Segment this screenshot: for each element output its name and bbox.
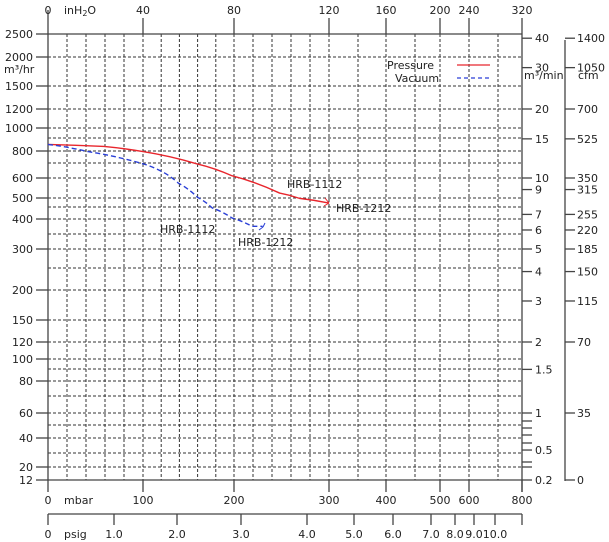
left-axis-tick-label: 100 xyxy=(12,353,33,366)
top-axis-tick-label: 160 xyxy=(376,4,397,17)
top-axis-tick-label: 40 xyxy=(136,4,150,17)
pressure-end-mark xyxy=(323,197,330,207)
m3min-axis-tick-label: 7 xyxy=(535,208,542,221)
m3min-axis-tick-label: 20 xyxy=(535,103,549,116)
left-axis-tick-label: 1000 xyxy=(5,122,33,135)
cfm-axis-tick-label: 700 xyxy=(577,103,598,116)
cfm-axis-tick-label: 70 xyxy=(577,336,591,349)
left-axis-tick-label: 1200 xyxy=(5,103,33,116)
top-axis-tick-label: 120 xyxy=(319,4,340,17)
cfm-axis-tick-label: 150 xyxy=(577,266,598,279)
psig-axis-unit-label: psig xyxy=(64,528,87,541)
cfm-axis-tick-label: 35 xyxy=(577,407,591,420)
cfm-axis-tick-label: 185 xyxy=(577,243,598,256)
m3min-axis-tick-label: 3 xyxy=(535,295,542,308)
top-axis-tick-label: 200 xyxy=(430,4,451,17)
mbar-axis-tick-label: 500 xyxy=(430,494,451,507)
psig-axis-tick-label: 9.0 xyxy=(465,528,483,541)
m3min-axis-tick-label: 0.5 xyxy=(535,444,553,457)
psig-axis-tick-label: 5.0 xyxy=(345,528,363,541)
top-axis-tick-label: 320 xyxy=(512,4,533,17)
left-axis-tick-label: 150 xyxy=(12,314,33,327)
annotation-vacuum-hrb-1112: HRB-1112 xyxy=(160,223,215,236)
psig-axis-tick-label: 3.0 xyxy=(232,528,250,541)
legend-label-pressure: Pressure xyxy=(387,59,434,72)
cfm-axis-tick-label: 220 xyxy=(577,224,598,237)
mbar-axis-tick-label: 300 xyxy=(319,494,340,507)
m3min-axis-tick-label: 10 xyxy=(535,172,549,185)
left-axis-tick-label: 2500 xyxy=(5,28,33,41)
top-axis-unit-label: inH2O xyxy=(64,4,96,18)
left-axis-unit-label: m³/hr xyxy=(4,63,35,76)
left-axis-tick-label: 400 xyxy=(12,213,33,226)
m3min-axis-tick-label: 1.5 xyxy=(535,363,553,376)
left-axis-tick-label: 120 xyxy=(12,336,33,349)
m3min-axis-tick-label: 9 xyxy=(535,184,542,197)
cfm-axis-tick-label: 115 xyxy=(577,295,598,308)
m3min-axis-tick-label: 2 xyxy=(535,336,542,349)
left-axis-tick-label: 60 xyxy=(19,407,33,420)
m3min-axis-tick-label: 5 xyxy=(535,243,542,256)
left-axis-tick-label: 12 xyxy=(19,474,33,487)
left-axis-tick-label: 300 xyxy=(12,243,33,256)
m3min-axis-tick-label: 40 xyxy=(535,32,549,45)
psig-axis-tick-label: 6.0 xyxy=(384,528,402,541)
mbar-axis-tick-label: 100 xyxy=(133,494,154,507)
legend-label-vacuum: Vacuum xyxy=(395,72,439,85)
series-line-vacuum xyxy=(47,143,263,227)
left-axis-tick-label: 500 xyxy=(12,192,33,205)
mbar-axis-tick-label: 800 xyxy=(512,494,533,507)
vacuum-end-mark xyxy=(258,222,266,231)
annotation-pressure-hrb-1112: HRB-1112 xyxy=(287,178,342,191)
cfm-axis-tick-label: 255 xyxy=(577,208,598,221)
mbar-axis-tick-label: 400 xyxy=(376,494,397,507)
psig-axis-tick-label: 4.0 xyxy=(298,528,316,541)
psig-axis-tick-label: 8.0 xyxy=(446,528,464,541)
top-axis-tick-label: 0 xyxy=(45,4,52,17)
cfm-axis-tick-label: 0 xyxy=(577,474,584,487)
cfm-axis-tick-label: 525 xyxy=(577,133,598,146)
psig-axis-tick-label: 1.0 xyxy=(105,528,123,541)
top-axis-tick-label: 240 xyxy=(459,4,480,17)
left-axis-tick-label: 80 xyxy=(19,375,33,388)
psig-axis-tick-label: 7.0 xyxy=(422,528,440,541)
m3min-axis-tick-label: 1 xyxy=(535,407,542,420)
left-axis-tick-label: 800 xyxy=(12,145,33,158)
psig-axis-tick-label: 10.0 xyxy=(483,528,508,541)
left-axis-tick-label: 2000 xyxy=(5,51,33,64)
left-axis-tick-label: 200 xyxy=(12,284,33,297)
left-axis-tick-label: 40 xyxy=(19,432,33,445)
psig-axis-tick-label: 2.0 xyxy=(168,528,186,541)
m3min-axis-tick-label: 15 xyxy=(535,133,549,146)
m3min-axis-tick-label: 30 xyxy=(535,62,549,75)
cfm-axis-unit-label: cfm xyxy=(578,69,599,82)
annotation-pressure-hrb-1212: HRB-1212 xyxy=(336,202,391,215)
mbar-axis-unit-label: mbar xyxy=(64,494,93,507)
m3min-axis-tick-label: 4 xyxy=(535,266,542,279)
mbar-axis-tick-label: 200 xyxy=(224,494,245,507)
m3min-axis-tick-label: 0.2 xyxy=(535,474,553,487)
cfm-axis-tick-label: 350 xyxy=(577,172,598,185)
mbar-axis-tick-label: 600 xyxy=(459,494,480,507)
top-axis-tick-label: 80 xyxy=(227,4,241,17)
annotation-vacuum-hrb-1212: HRB-1212 xyxy=(238,236,293,249)
left-axis-tick-label: 600 xyxy=(12,172,33,185)
psig-axis-tick-label: 0 xyxy=(45,528,52,541)
cfm-axis-tick-label: 1400 xyxy=(577,32,605,45)
series-line-pressure xyxy=(47,143,330,204)
m3min-axis-tick-label: 6 xyxy=(535,224,542,237)
left-axis-tick-label: 20 xyxy=(19,461,33,474)
cfm-axis-tick-label: 1050 xyxy=(577,62,605,75)
left-axis-tick-label: 1500 xyxy=(5,80,33,93)
mbar-axis-tick-label: 0 xyxy=(45,494,52,507)
cfm-axis-tick-label: 315 xyxy=(577,184,598,197)
m3min-axis-unit-label: m³/min xyxy=(524,69,564,82)
